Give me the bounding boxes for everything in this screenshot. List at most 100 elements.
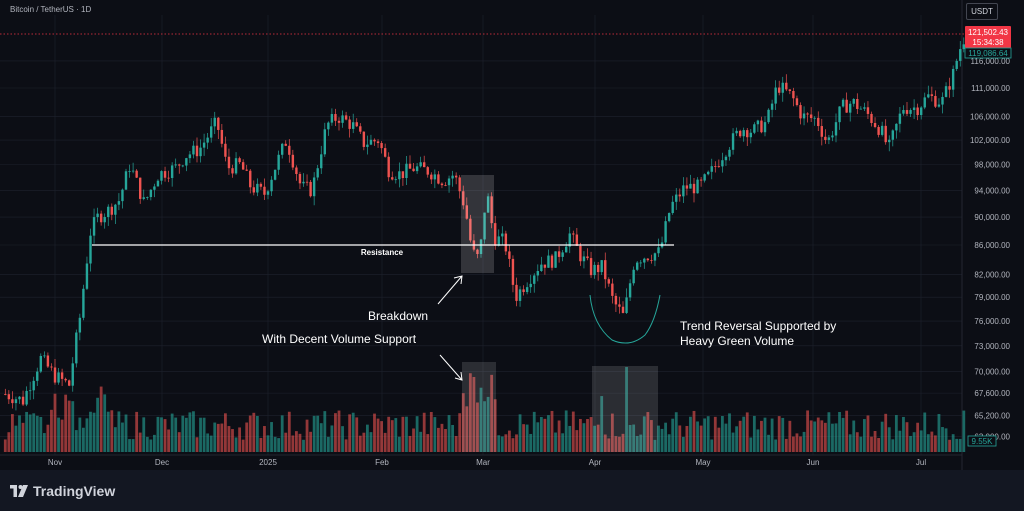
volume-bar: [593, 425, 596, 452]
volume-bar: [245, 422, 249, 452]
volume-bar: [263, 426, 266, 452]
candle-body: [703, 174, 706, 181]
volume-bar: [188, 412, 192, 452]
tradingview-logo[interactable]: TradingView: [10, 483, 115, 499]
volume-bar: [511, 438, 515, 452]
candle-body: [291, 154, 295, 168]
volume-bar: [145, 436, 149, 452]
volume-bar: [199, 417, 202, 452]
candle-body: [621, 306, 625, 313]
volume-bar: [394, 418, 398, 452]
candle-body: [178, 164, 181, 166]
volume-bar: [902, 416, 905, 452]
volume-bar: [784, 438, 788, 452]
volume-bar: [696, 421, 699, 452]
candle-body: [951, 68, 955, 90]
candle-body: [142, 197, 145, 199]
volume-support-arrow: [439, 354, 463, 381]
candle-body: [245, 169, 248, 171]
candle-body: [440, 183, 444, 186]
candle-body: [241, 162, 245, 170]
volume-bar: [124, 414, 128, 452]
volume-bar: [763, 417, 767, 452]
volume-bar: [600, 396, 604, 452]
volume-bar: [774, 439, 778, 452]
currency-button[interactable]: USDT: [966, 3, 998, 20]
volume-bar: [930, 431, 934, 452]
volume-bar: [206, 433, 210, 452]
candle-body: [824, 136, 827, 140]
time-axis[interactable]: Nov Dec 2025 Feb Mar Apr May Jun Jul: [48, 458, 926, 467]
candle-body: [167, 177, 170, 179]
volume-bar: [348, 414, 352, 452]
volume-bar: [106, 411, 110, 452]
candle-body: [57, 372, 60, 383]
volume-bar: [706, 416, 710, 452]
candle-body: [870, 113, 873, 123]
candle-body: [909, 110, 912, 114]
chart-area[interactable]: Resistance Breakdown With Decent Volume …: [0, 0, 1024, 470]
candle-body: [273, 169, 277, 180]
candle-body: [920, 107, 923, 116]
candle-body: [852, 98, 855, 104]
candle-body: [330, 114, 334, 123]
volume-bar: [248, 415, 252, 452]
price-tick-label: 76,000.00: [974, 317, 1010, 326]
volume-bar: [330, 425, 334, 452]
volume-bar: [422, 412, 426, 452]
volume-bar: [529, 433, 533, 452]
price-tick-label: 94,000.00: [974, 186, 1010, 195]
volume-bar: [376, 418, 380, 452]
candle-body: [284, 143, 287, 146]
volume-bar: [184, 417, 188, 452]
breakdown-arrow: [437, 275, 463, 305]
candle-body: [195, 145, 199, 157]
volume-bar: [53, 393, 57, 452]
candle-body: [763, 122, 767, 133]
candle-body: [728, 149, 731, 157]
candle-body: [298, 174, 302, 184]
volume-bar: [181, 415, 185, 452]
volume-bar: [209, 435, 213, 452]
candle-body: [78, 317, 82, 333]
candle-body: [611, 283, 614, 296]
volume-bar: [490, 374, 494, 452]
volume-bar: [220, 423, 224, 452]
candle-body: [369, 139, 373, 145]
candle-body: [71, 363, 74, 386]
volume-bar: [550, 410, 554, 452]
candle-body: [724, 156, 728, 161]
candle-body: [21, 396, 25, 405]
volume-bar: [944, 428, 948, 452]
countdown-timer: 15:34:38: [972, 38, 1004, 47]
candle-body: [582, 256, 586, 262]
candle-body: [568, 233, 571, 247]
volume-bar: [465, 406, 469, 452]
candle-body: [344, 115, 348, 120]
volume-bar: [564, 410, 568, 452]
volume-bar: [912, 432, 916, 452]
volume-bar: [142, 417, 146, 452]
candle-body: [320, 154, 323, 169]
volume-bar: [934, 435, 937, 452]
price-chart[interactable]: Resistance Breakdown With Decent Volume …: [0, 0, 1024, 470]
volume-bar: [128, 439, 131, 452]
candle-body: [735, 130, 738, 134]
price-tick-label: 102,000.00: [970, 136, 1011, 145]
tradingview-logo-icon: [10, 485, 28, 497]
candle-body: [770, 103, 774, 110]
candle-body: [103, 217, 106, 223]
volume-bar: [628, 425, 632, 452]
volume-bar: [99, 386, 103, 452]
volume-bars: [3, 367, 966, 452]
volume-bar: [259, 437, 263, 452]
candle-body: [50, 366, 53, 368]
candle-body: [316, 168, 319, 178]
volume-bar: [689, 416, 692, 452]
candle-body: [707, 171, 710, 175]
candle-body: [376, 141, 380, 144]
candle-body: [447, 178, 451, 186]
volume-bar: [351, 412, 355, 452]
candle-body: [675, 194, 678, 202]
candle-body: [682, 185, 685, 197]
